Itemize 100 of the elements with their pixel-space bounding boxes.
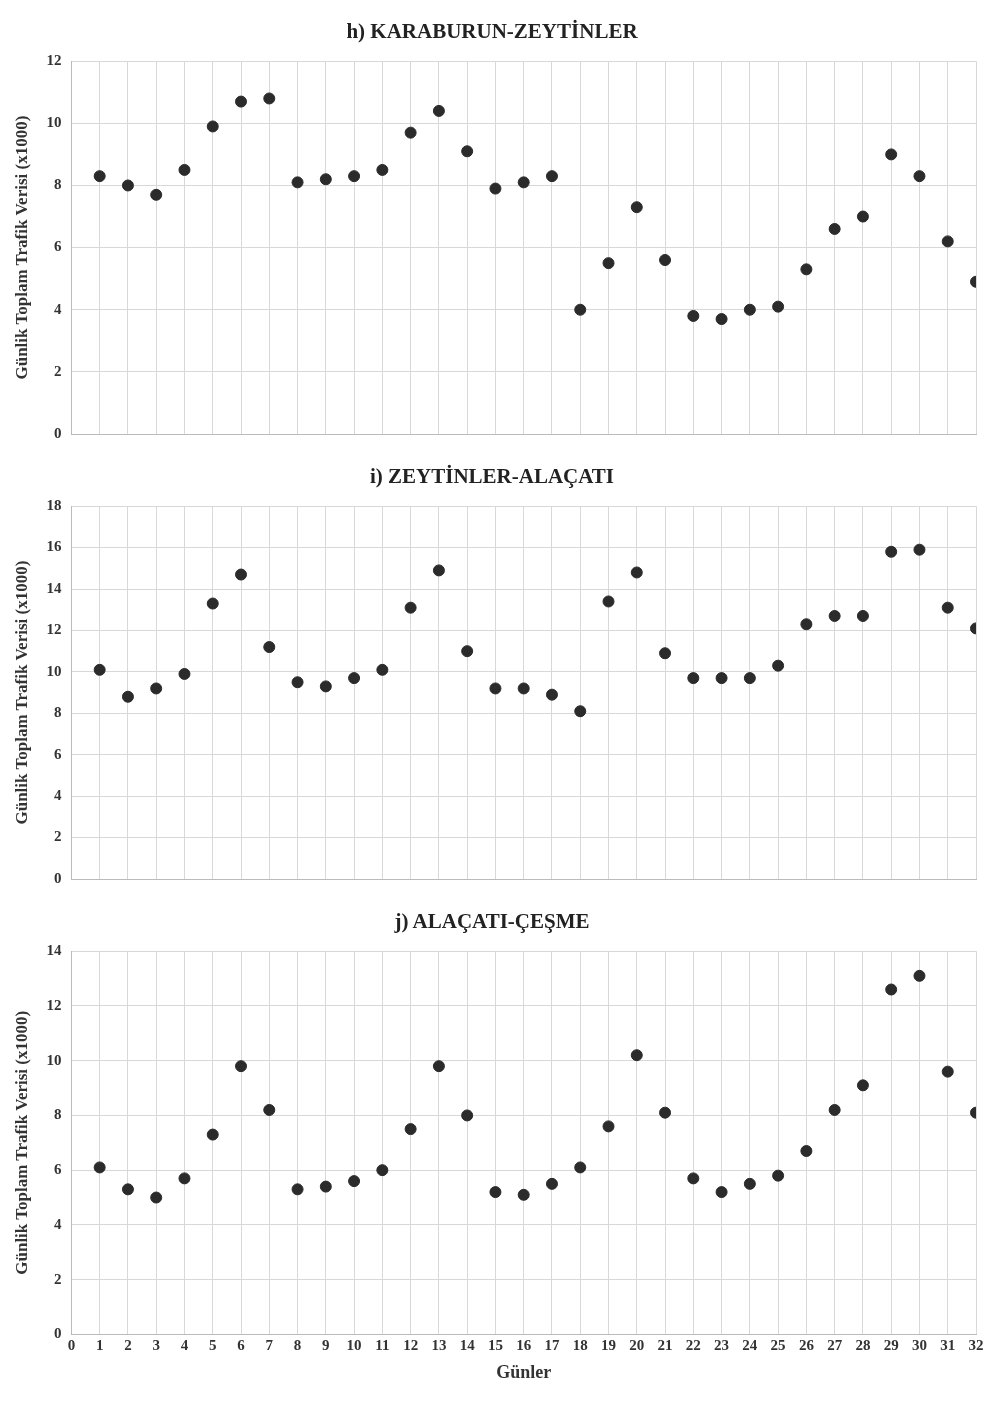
point bbox=[545, 1177, 558, 1190]
point bbox=[461, 1109, 474, 1122]
point bbox=[178, 667, 191, 680]
y-tick-label: 8 bbox=[53, 1106, 62, 1123]
x-tick-label: 2 bbox=[124, 1337, 132, 1354]
point bbox=[93, 170, 106, 183]
point bbox=[743, 672, 756, 685]
y-tick-label: 14 bbox=[46, 942, 62, 959]
point bbox=[291, 676, 304, 689]
point bbox=[772, 659, 785, 672]
point bbox=[376, 163, 389, 176]
y-tick-label: 6 bbox=[53, 238, 62, 255]
x-tick-label: 24 bbox=[742, 1337, 758, 1354]
point bbox=[885, 983, 898, 996]
x-tick-label: 0 bbox=[67, 1337, 76, 1354]
x-tick-label: 32 bbox=[968, 1337, 984, 1354]
x-tick-label: 7 bbox=[265, 1337, 274, 1354]
point bbox=[517, 176, 530, 189]
point bbox=[235, 1060, 248, 1073]
y-tick-label: 12 bbox=[46, 621, 62, 638]
x-tick-label: 18 bbox=[572, 1337, 588, 1354]
point bbox=[743, 303, 756, 316]
point bbox=[150, 1191, 163, 1204]
x-tick-label: 12 bbox=[403, 1337, 419, 1354]
point bbox=[348, 1175, 361, 1188]
point bbox=[121, 1183, 134, 1196]
chart-title: h) KARABURUN-ZEYTİNLER bbox=[346, 19, 639, 44]
point bbox=[489, 182, 502, 195]
point bbox=[630, 566, 643, 579]
point bbox=[517, 682, 530, 695]
x-tick-label: 22 bbox=[685, 1337, 701, 1354]
point bbox=[856, 609, 869, 622]
point bbox=[659, 254, 672, 267]
x-tick-label: 8 bbox=[293, 1337, 302, 1354]
point bbox=[885, 545, 898, 558]
y-tick-label: 16 bbox=[46, 538, 62, 555]
point bbox=[348, 672, 361, 685]
point bbox=[574, 1161, 587, 1174]
point bbox=[348, 170, 361, 183]
point bbox=[404, 601, 417, 614]
point bbox=[743, 1177, 756, 1190]
point bbox=[913, 543, 926, 556]
point bbox=[461, 145, 474, 158]
y-tick-label: 10 bbox=[46, 114, 62, 131]
point bbox=[121, 179, 134, 192]
point bbox=[432, 1060, 445, 1073]
y-tick-label: 12 bbox=[46, 52, 62, 69]
x-tick-label: 5 bbox=[208, 1337, 217, 1354]
point bbox=[178, 163, 191, 176]
y-tick-label: 0 bbox=[53, 424, 62, 441]
x-tick-label: 9 bbox=[322, 1337, 330, 1354]
point bbox=[545, 688, 558, 701]
point bbox=[376, 1164, 389, 1177]
point bbox=[941, 601, 954, 614]
x-tick-label: 16 bbox=[516, 1337, 532, 1354]
x-tick-label: 23 bbox=[714, 1337, 730, 1354]
point bbox=[659, 647, 672, 660]
x-tick-label: 11 bbox=[375, 1337, 390, 1354]
chart-title: i) ZEYTİNLER-ALAÇATI bbox=[369, 464, 615, 489]
point bbox=[178, 1172, 191, 1185]
point bbox=[235, 95, 248, 108]
point bbox=[545, 170, 558, 183]
x-tick-label: 26 bbox=[798, 1337, 815, 1354]
point bbox=[715, 313, 728, 326]
y-tick-label: 4 bbox=[53, 300, 62, 317]
point bbox=[574, 705, 587, 718]
y-tick-label: 10 bbox=[46, 1051, 62, 1068]
point bbox=[800, 263, 813, 276]
point bbox=[828, 1103, 841, 1116]
y-tick-label: 2 bbox=[53, 828, 62, 845]
x-tick-label: 3 bbox=[152, 1337, 160, 1354]
point bbox=[913, 969, 926, 982]
y-axis-title: Günlik Toplam Trafik Verisi (x1000) bbox=[11, 115, 31, 380]
x-tick-label: 29 bbox=[883, 1337, 899, 1354]
point bbox=[263, 92, 276, 105]
x-tick-label: 25 bbox=[770, 1337, 786, 1354]
y-tick-label: 12 bbox=[46, 996, 62, 1013]
point bbox=[263, 1103, 276, 1116]
point bbox=[489, 682, 502, 695]
x-tick-label: 4 bbox=[180, 1337, 189, 1354]
point bbox=[319, 1180, 332, 1193]
point bbox=[800, 618, 813, 631]
point bbox=[206, 120, 219, 133]
y-tick-label: 6 bbox=[53, 1161, 62, 1178]
point bbox=[206, 597, 219, 610]
y-tick-label: 4 bbox=[53, 1215, 62, 1232]
y-tick-label: 8 bbox=[53, 176, 62, 193]
point bbox=[206, 1128, 219, 1141]
y-axis-title: Günlik Toplam Trafik Verisi (x1000) bbox=[11, 1010, 31, 1275]
y-tick-label: 14 bbox=[46, 579, 62, 596]
y-tick-label: 10 bbox=[46, 662, 62, 679]
point bbox=[150, 188, 163, 201]
point bbox=[687, 309, 700, 322]
x-tick-label: 27 bbox=[827, 1337, 843, 1354]
y-tick-label: 8 bbox=[53, 704, 62, 721]
point bbox=[291, 176, 304, 189]
point bbox=[885, 148, 898, 161]
point bbox=[687, 1172, 700, 1185]
x-tick-label: 15 bbox=[487, 1337, 503, 1354]
y-tick-label: 2 bbox=[53, 1270, 62, 1287]
